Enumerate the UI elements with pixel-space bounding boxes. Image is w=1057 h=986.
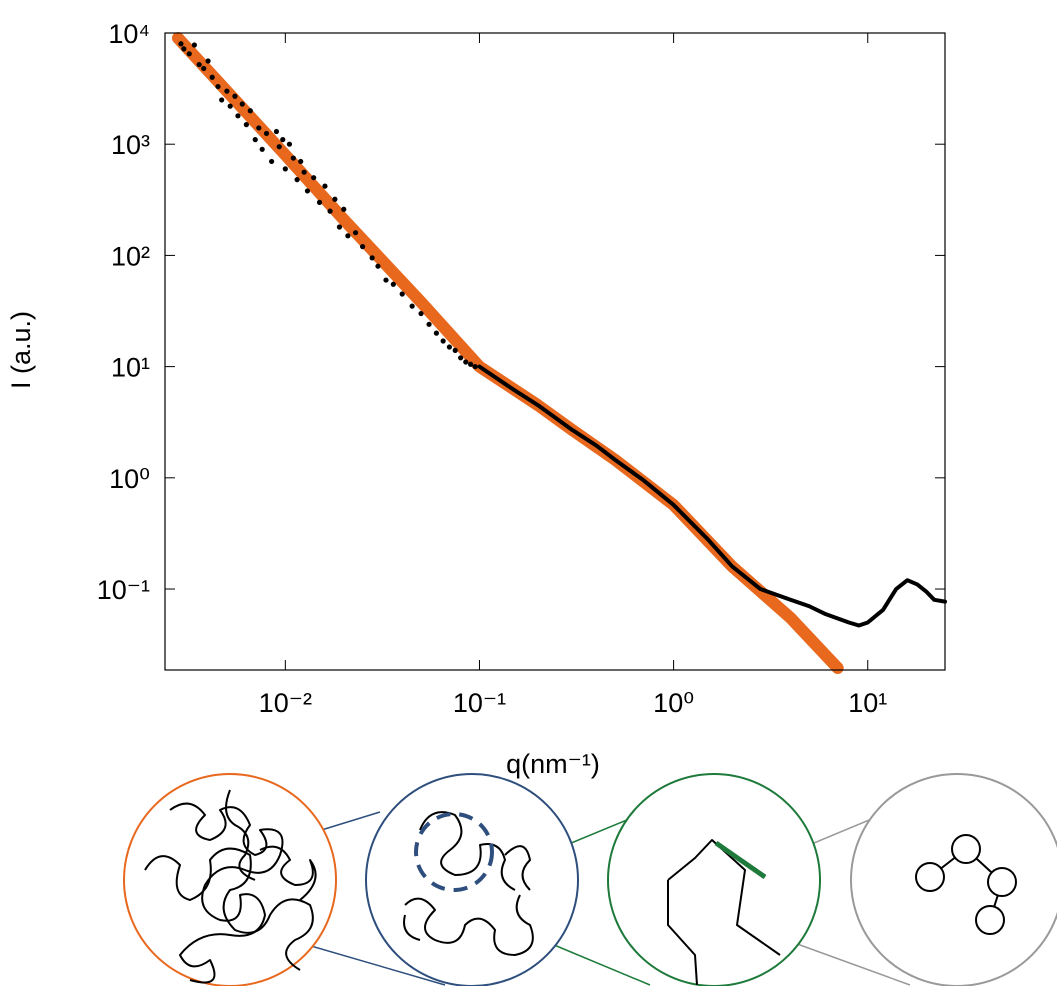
x-tick-label: 10⁰ <box>653 688 694 718</box>
data-point <box>196 61 202 68</box>
y-tick-label: 10⁴ <box>108 19 150 49</box>
y-tick-label: 10⁻¹ <box>97 575 150 605</box>
data-point <box>440 338 446 344</box>
data-point <box>235 113 241 119</box>
plot-frame <box>164 32 946 671</box>
data-point <box>390 281 396 287</box>
data-point <box>256 125 262 131</box>
data-point <box>259 146 265 152</box>
data-point <box>359 244 366 250</box>
data-point <box>247 108 253 114</box>
data-point <box>352 230 359 236</box>
y-tick-label: 10³ <box>111 130 150 160</box>
data-point <box>446 344 452 350</box>
data-point <box>209 74 215 80</box>
data-point <box>224 88 230 94</box>
data-point <box>452 347 458 353</box>
data-point <box>232 93 238 99</box>
x-tick-label: 10⁻² <box>259 688 312 718</box>
data-point <box>433 330 439 336</box>
data-point <box>186 51 192 57</box>
data-point <box>181 46 187 52</box>
data-point <box>280 137 286 143</box>
data-point <box>345 233 351 239</box>
data-point <box>201 65 207 72</box>
plot <box>165 32 947 674</box>
data-point <box>336 224 343 230</box>
data-point <box>178 41 184 47</box>
data-point <box>219 97 225 103</box>
data-point <box>322 183 328 189</box>
data-point <box>332 196 338 202</box>
data-point <box>383 277 389 283</box>
y-tick-label: 10¹ <box>111 353 150 383</box>
data-point <box>282 166 288 172</box>
data-point <box>399 291 405 297</box>
data-point <box>276 144 282 150</box>
data-point <box>239 101 245 107</box>
data-point <box>467 361 474 367</box>
data-point <box>463 359 469 365</box>
data-point <box>418 310 424 317</box>
data-point <box>252 137 258 143</box>
data-point <box>316 199 323 205</box>
data-point <box>341 206 347 212</box>
data-point <box>269 158 275 165</box>
data-point <box>472 364 478 370</box>
data-point <box>301 169 307 175</box>
x-tick-label: 10⁻¹ <box>453 688 506 718</box>
data-point <box>458 355 464 361</box>
data-point <box>191 42 197 48</box>
x-tick-label: 10¹ <box>848 688 887 718</box>
data-point <box>273 128 280 135</box>
data-point <box>205 58 211 64</box>
data-point <box>227 103 233 109</box>
data-point <box>311 175 317 181</box>
data-point <box>243 122 249 128</box>
data-point <box>298 158 304 165</box>
schematic <box>123 773 1057 986</box>
y-tick-label: 10² <box>111 241 150 271</box>
data-point <box>215 83 221 90</box>
data-point <box>369 255 375 261</box>
data-point <box>304 188 311 194</box>
data-point <box>426 321 432 327</box>
data-line <box>477 364 947 628</box>
data-point <box>327 208 333 214</box>
data-point <box>290 155 296 161</box>
y-tick-label: 10⁰ <box>109 464 150 494</box>
data-point <box>263 130 270 137</box>
data-point <box>286 141 293 147</box>
y-axis-label: I (a.u.) <box>6 311 36 389</box>
data-point <box>375 263 381 269</box>
data-point <box>294 177 300 183</box>
data-point <box>409 303 415 309</box>
x-axis-label: q(nm⁻¹) <box>506 749 600 779</box>
